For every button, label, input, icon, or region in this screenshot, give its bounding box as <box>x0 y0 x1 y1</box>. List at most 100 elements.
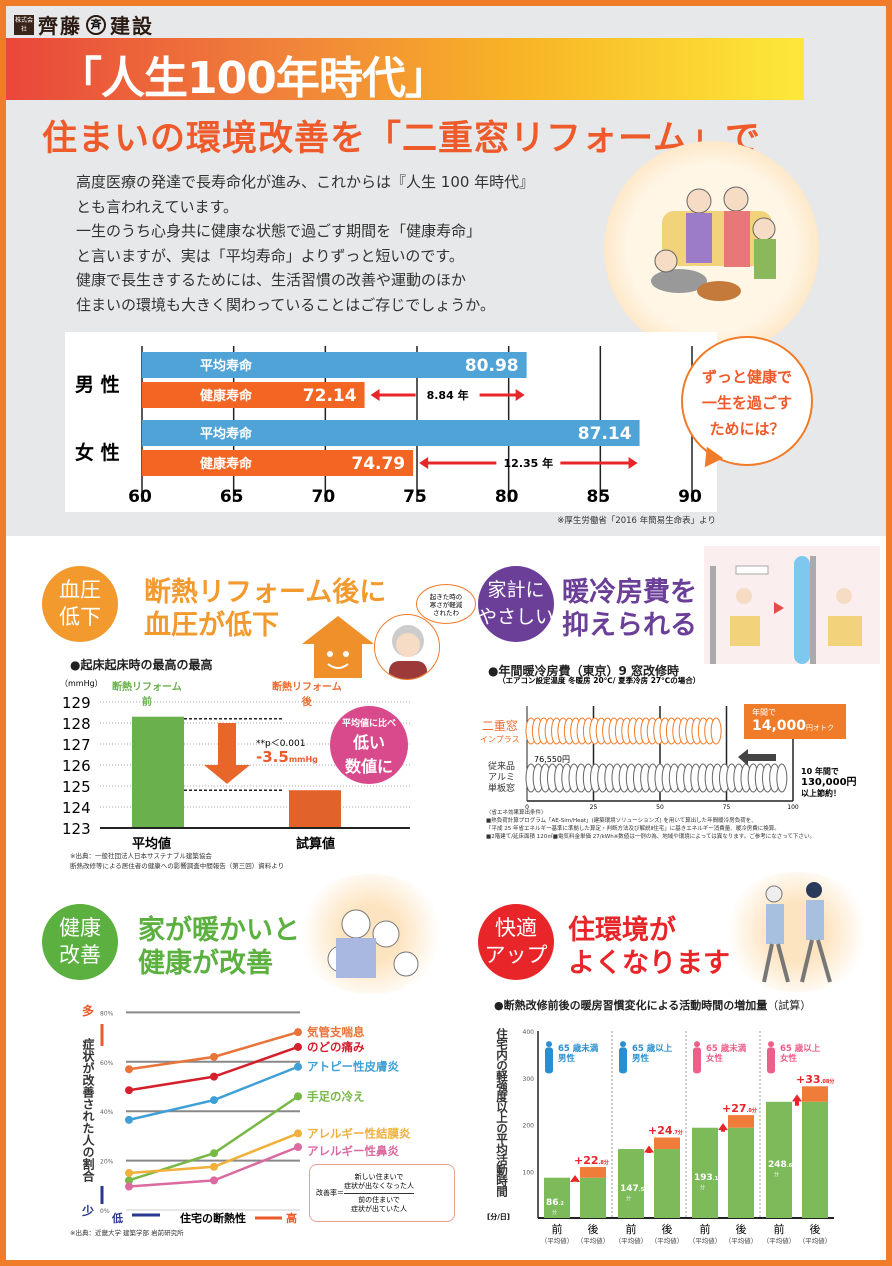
x-sublabel: （平均値） <box>650 1237 684 1245</box>
bar-before <box>766 1101 792 1218</box>
y-axis-label: 症状が改善された人の割合 <box>81 1038 95 1182</box>
health-source: ※出典：近畿大学 建築学部 岩前研究所 <box>70 1229 184 1237</box>
badge-comfort: 快適 アップ <box>478 904 554 980</box>
x-low: 低 <box>112 1212 123 1225</box>
arrow-head <box>515 389 525 401</box>
x-tick: 70 <box>311 487 335 507</box>
coin-icon <box>776 763 788 793</box>
x-tick: 85 <box>586 487 610 507</box>
person-icon <box>694 1041 700 1048</box>
label-female: 女 性 <box>75 442 120 464</box>
increase-decimal: .7分 <box>672 1130 683 1137</box>
arrow-head <box>419 457 429 469</box>
annual-saving-box: 年間で 14,000円オトク <box>744 704 846 739</box>
improvement-formula: 改善率＝ 新しい住まいで 症状が出なくなった人 前の住まいで 症状が出ていた人 <box>309 1164 455 1222</box>
cost-notes: 〈省エネ効果算出条件〉 ■熱負荷計算プログラム「AE-Sim/Heat」(建築環境… <box>486 810 815 840</box>
x-label: 前 <box>551 1223 563 1236</box>
bar-before <box>132 716 184 828</box>
data-point <box>125 1115 133 1124</box>
title-banner: 「人生100年時代」 <box>6 38 804 104</box>
before-value: 147.5 <box>620 1183 645 1194</box>
up-arrow-icon <box>792 1094 802 1106</box>
y-tick: 126 <box>62 757 91 775</box>
avg-life-label: 平均寿命 <box>200 426 253 442</box>
house-icon <box>302 616 374 678</box>
data-point <box>125 1168 133 1177</box>
y-tick: 125 <box>62 778 91 796</box>
group-label: 65 歳以上 女性 <box>780 1044 820 1064</box>
badge-blood-pressure: 血圧 低下 <box>42 566 118 642</box>
label-male: 男 性 <box>75 374 120 396</box>
group-label-line: 男性 <box>632 1054 650 1065</box>
increase-decimal: .8分 <box>598 1160 609 1167</box>
ten-year-saving: 10 年間で 130,000円 以上節約！ <box>801 767 857 798</box>
x-high: 高 <box>286 1212 297 1225</box>
before-value: 193.1 <box>694 1172 719 1183</box>
x-sublabel: （平均値） <box>798 1237 832 1245</box>
increase-decimal: .08分 <box>820 1079 835 1086</box>
subtitle: 住まいの環境改善を「二重窓リフォーム」で <box>42 119 761 159</box>
series-label: のどの痛み <box>307 1040 365 1054</box>
company-logo: 株式会社 齊藤 斉 建設 <box>14 14 154 38</box>
avg-life-bar <box>142 420 640 446</box>
bar-after-base <box>802 1101 828 1218</box>
x-sublabel: （平均値） <box>762 1237 796 1245</box>
y-tick: 60% <box>100 1060 114 1067</box>
activity-y-unit: [分/日] <box>487 1213 510 1221</box>
healthy-life-bar <box>142 450 414 476</box>
data-point <box>294 1062 302 1071</box>
x-tick: 75 <box>403 487 427 507</box>
x-sublabel: （平均値） <box>540 1237 574 1245</box>
main-title: 「人生100年時代」 <box>58 53 449 104</box>
y-tick: 400 <box>523 1029 535 1036</box>
row-single-window: 従来品 アルミ 単板窓 <box>488 762 516 794</box>
comfort-heading: 住環境が よくなります <box>568 915 730 979</box>
y-tick: 300 <box>523 1076 535 1083</box>
y-less: 少 <box>82 1204 95 1218</box>
x-tick: 90 <box>678 487 702 507</box>
x-label: 後 <box>735 1223 747 1236</box>
bar-before <box>692 1127 718 1218</box>
x-axis-label: 住宅の断熱性 <box>180 1212 246 1225</box>
before-decimal: .5 <box>638 1186 645 1193</box>
increase-value: +24.7分 <box>648 1124 683 1138</box>
person-icon <box>693 1047 701 1074</box>
group-label-line: 65 歳未満 <box>558 1044 599 1055</box>
person-icon <box>768 1041 774 1048</box>
group-label-line: 女性 <box>706 1054 724 1065</box>
x-tick: 65 <box>220 487 244 507</box>
series-label: アレルギー性鼻炎 <box>307 1144 399 1158</box>
bp-chart-title: ●起床起床時の最高の最高 <box>70 658 213 672</box>
row-double-window: 二重窓 インプラス <box>480 719 520 745</box>
group-label-line: 男性 <box>558 1054 576 1065</box>
x-label: 後 <box>809 1223 821 1236</box>
y-tick: 100 <box>523 1169 535 1176</box>
intro-section: 株式会社 齊藤 斉 建設 「人生100年時代」 住まいの環境改善を「二重窓リフォ… <box>6 6 886 536</box>
grandma-icon <box>389 625 427 679</box>
bp-diff: -3.5mmHg <box>256 748 318 766</box>
series-line <box>128 1030 299 1071</box>
data-point <box>125 1086 133 1095</box>
grandma-illustration <box>374 614 440 680</box>
x-label: 後 <box>587 1223 599 1236</box>
data-point <box>125 1176 133 1185</box>
bp-source: ※出典：一般社団法人日本サステナブル建築協会 断熱改修等による居住者の健康への影響… <box>70 852 285 870</box>
grandma-speech: 起きた時の 寒さが軽減 されたわ <box>416 584 476 624</box>
healthy-life-label: 健康寿命 <box>200 456 253 472</box>
before-decimal: .6 <box>786 1162 793 1169</box>
single-window-cost: 76,550円 <box>534 755 570 764</box>
bar-increase <box>728 1115 754 1128</box>
person-icon <box>546 1041 552 1048</box>
cost-chart-subtitle: （エアコン設定温度 冬暖房 20℃/ 夏季冷房 27℃の場合） <box>498 676 701 685</box>
badge-household: 家計に やさしい <box>478 566 554 642</box>
bp-x-label-after: 試算値 <box>296 837 336 852</box>
gap-value: 12.35 年 <box>504 456 554 470</box>
x-tick: 50 <box>656 804 664 811</box>
bar-after-base <box>728 1127 754 1218</box>
avg-life-bar <box>142 352 527 378</box>
bp-heading: 断熱リフォーム後に 血圧が低下 <box>144 577 387 641</box>
activity-chart: 400 300 200 100 +22.8分 86.2 分 65 歳未満 男性前（平均値）後（… <box>476 1016 886 1256</box>
data-point <box>294 1143 302 1152</box>
group-label: 65 歳以上 男性 <box>632 1044 672 1064</box>
